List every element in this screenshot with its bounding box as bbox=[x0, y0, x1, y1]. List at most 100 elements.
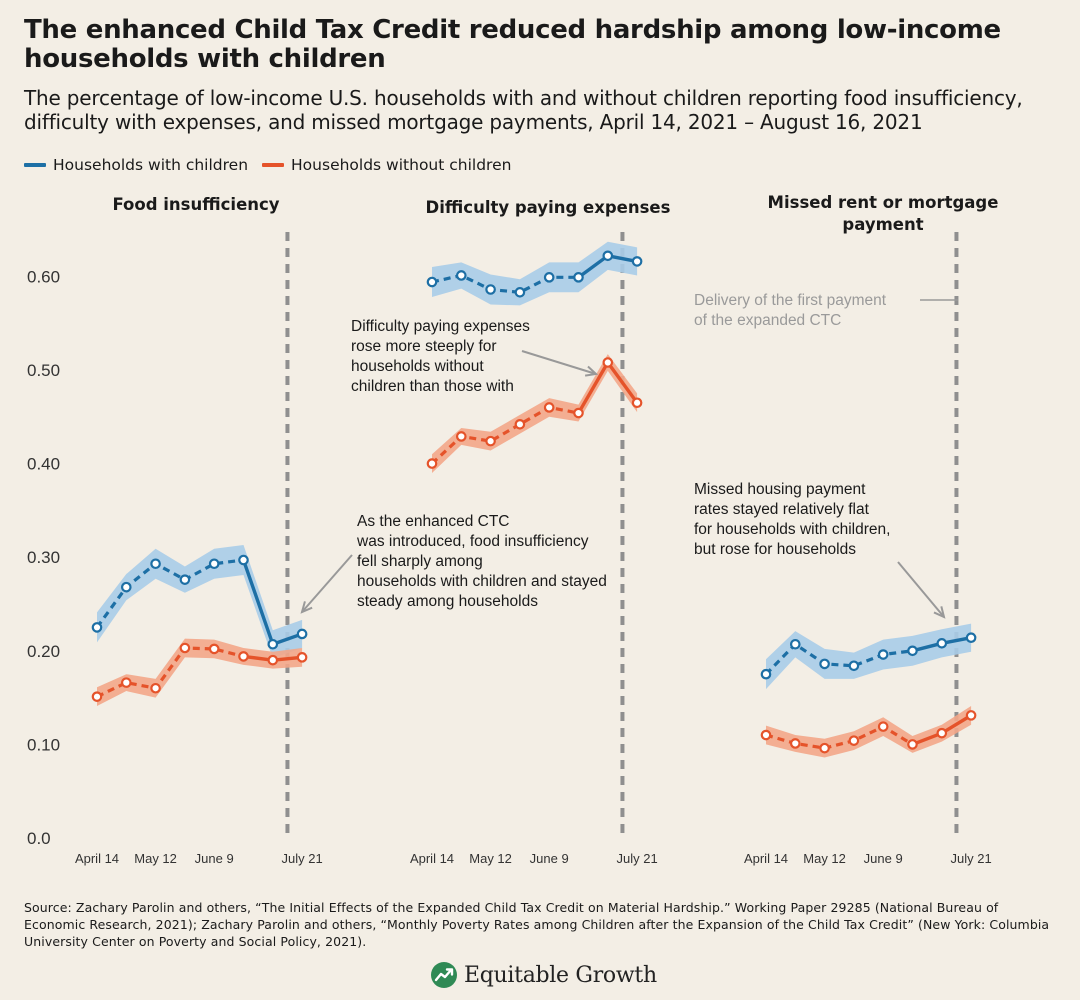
x-tick-label: May 12 bbox=[803, 851, 846, 866]
x-tick-label: April 14 bbox=[410, 851, 454, 866]
y-tick-label: 0.30 bbox=[27, 548, 60, 567]
data-point bbox=[514, 418, 526, 430]
data-point bbox=[602, 357, 614, 368]
series-without-children bbox=[91, 638, 308, 707]
equitable-growth-logo: Equitable Growth bbox=[430, 960, 657, 990]
annotation-arrow-food bbox=[301, 554, 353, 613]
data-point bbox=[179, 574, 191, 585]
data-point bbox=[426, 458, 438, 469]
panel-missed-rent-or-mortgage-payment: Missed rent or mortgage payment April 14 Ma… bbox=[744, 193, 998, 866]
series-with-children bbox=[91, 545, 308, 659]
x-tick-label: July 21 bbox=[616, 851, 657, 866]
data-point bbox=[208, 558, 220, 570]
annotation-line: fell sharply among bbox=[357, 553, 483, 570]
data-point bbox=[208, 643, 220, 655]
data-point bbox=[543, 272, 555, 283]
data-point bbox=[238, 651, 249, 662]
data-point bbox=[485, 284, 496, 295]
panel-title: Food insufficiency bbox=[112, 195, 279, 214]
x-tick-label: May 12 bbox=[469, 851, 512, 866]
series-with-children bbox=[426, 241, 643, 306]
data-point bbox=[267, 638, 279, 650]
annotation-arrow-missed bbox=[897, 561, 945, 618]
annotation-line: Missed housing payment bbox=[694, 481, 866, 498]
data-point bbox=[543, 402, 555, 413]
data-point bbox=[455, 431, 467, 442]
data-point bbox=[936, 638, 948, 649]
series-without-children bbox=[426, 354, 643, 473]
annotation-line: steady among households bbox=[357, 593, 538, 610]
panel-title: Difficulty paying expenses bbox=[426, 198, 671, 217]
confidence-band bbox=[432, 354, 638, 473]
annotation-line: As the enhanced CTC bbox=[357, 513, 510, 530]
chart-title: The enhanced Child Tax Credit reduced ha… bbox=[24, 15, 1001, 74]
x-tick-label: June 9 bbox=[530, 851, 569, 866]
data-point bbox=[514, 287, 526, 298]
annotation-line: Difficulty paying expenses bbox=[351, 318, 530, 335]
panel-title-line: Missed rent or mortgage bbox=[768, 193, 999, 212]
data-point bbox=[877, 649, 889, 660]
chart-subtitle: The percentage of low-income U.S. househ… bbox=[24, 86, 1023, 134]
data-point bbox=[91, 691, 103, 702]
source-note: Source: Zachary Parolin and others, “The… bbox=[24, 900, 1050, 949]
y-tick-label: 0.0 bbox=[27, 829, 51, 848]
data-point bbox=[296, 628, 308, 640]
panel-food-insufficiency: Food insufficiency April 14 May 12 June 9 Ju… bbox=[75, 195, 323, 866]
chart-canvas: 0.0 0.10 0.20 0.30 0.40 0.50 0.60 Food insuffic… bbox=[27, 193, 998, 866]
data-point bbox=[848, 660, 860, 672]
x-tick-label: May 12 bbox=[134, 851, 177, 866]
growth-arrow-icon bbox=[431, 962, 457, 988]
data-point bbox=[819, 742, 830, 754]
panel-title-line: Food insufficiency bbox=[112, 195, 279, 214]
series-with-children bbox=[760, 623, 977, 690]
annotation-line: rates stayed relatively flat bbox=[694, 501, 870, 518]
data-point bbox=[631, 256, 643, 267]
data-point bbox=[965, 710, 977, 721]
series-without-children bbox=[760, 706, 977, 758]
legend-label-without-children: Households without children bbox=[291, 156, 512, 174]
x-tick-label: April 14 bbox=[744, 851, 788, 866]
legend-item-with-children: Households with children bbox=[24, 156, 248, 174]
data-point bbox=[296, 652, 308, 663]
annotation-arrow-food-head bbox=[300, 601, 313, 614]
panel-title-line: payment bbox=[842, 215, 923, 234]
data-point bbox=[179, 642, 191, 654]
data-point bbox=[877, 721, 889, 732]
data-point bbox=[907, 739, 918, 750]
annotation-line: children than those with bbox=[351, 378, 514, 395]
data-point bbox=[573, 272, 584, 283]
y-tick-label: 0.20 bbox=[27, 642, 60, 661]
confidence-band bbox=[432, 241, 638, 306]
annotation-ctc-delivery: Delivery of the first payment of the expa… bbox=[694, 292, 887, 329]
annotation-missed-payments: Missed housing payment rates stayed relat… bbox=[694, 481, 890, 558]
x-tick-label: July 21 bbox=[281, 851, 322, 866]
data-point bbox=[150, 558, 161, 570]
confidence-band bbox=[766, 623, 972, 690]
y-tick-label: 0.60 bbox=[27, 267, 60, 286]
series-line-dashed bbox=[430, 405, 579, 465]
data-point bbox=[238, 554, 249, 566]
data-point bbox=[789, 638, 801, 650]
data-point bbox=[789, 738, 801, 749]
panel-title: Missed rent or mortgage payment bbox=[768, 193, 999, 234]
annotation-arrow-expenses-head bbox=[584, 365, 599, 377]
data-point bbox=[631, 397, 643, 409]
annotation-line: households with children and stayed bbox=[357, 573, 607, 590]
data-point bbox=[819, 658, 830, 670]
legend: Households with children Households with… bbox=[24, 154, 525, 176]
annotation-line: households without bbox=[351, 358, 484, 375]
annotation-line: of the expanded CTC bbox=[694, 312, 841, 329]
y-tick-label: 0.10 bbox=[27, 735, 60, 754]
y-tick-label: 0.50 bbox=[27, 361, 60, 380]
data-point bbox=[267, 654, 279, 666]
annotation-arrow-missed-head bbox=[933, 606, 946, 619]
data-point bbox=[485, 435, 496, 447]
data-point bbox=[760, 729, 772, 741]
legend-label-with-children: Households with children bbox=[53, 156, 249, 174]
annotation-line: but rose for households bbox=[694, 541, 856, 558]
x-tick-label: July 21 bbox=[950, 851, 991, 866]
data-point bbox=[760, 668, 772, 680]
data-point bbox=[455, 270, 467, 281]
logo-text: Equitable Growth bbox=[464, 962, 657, 988]
data-point bbox=[936, 727, 948, 739]
